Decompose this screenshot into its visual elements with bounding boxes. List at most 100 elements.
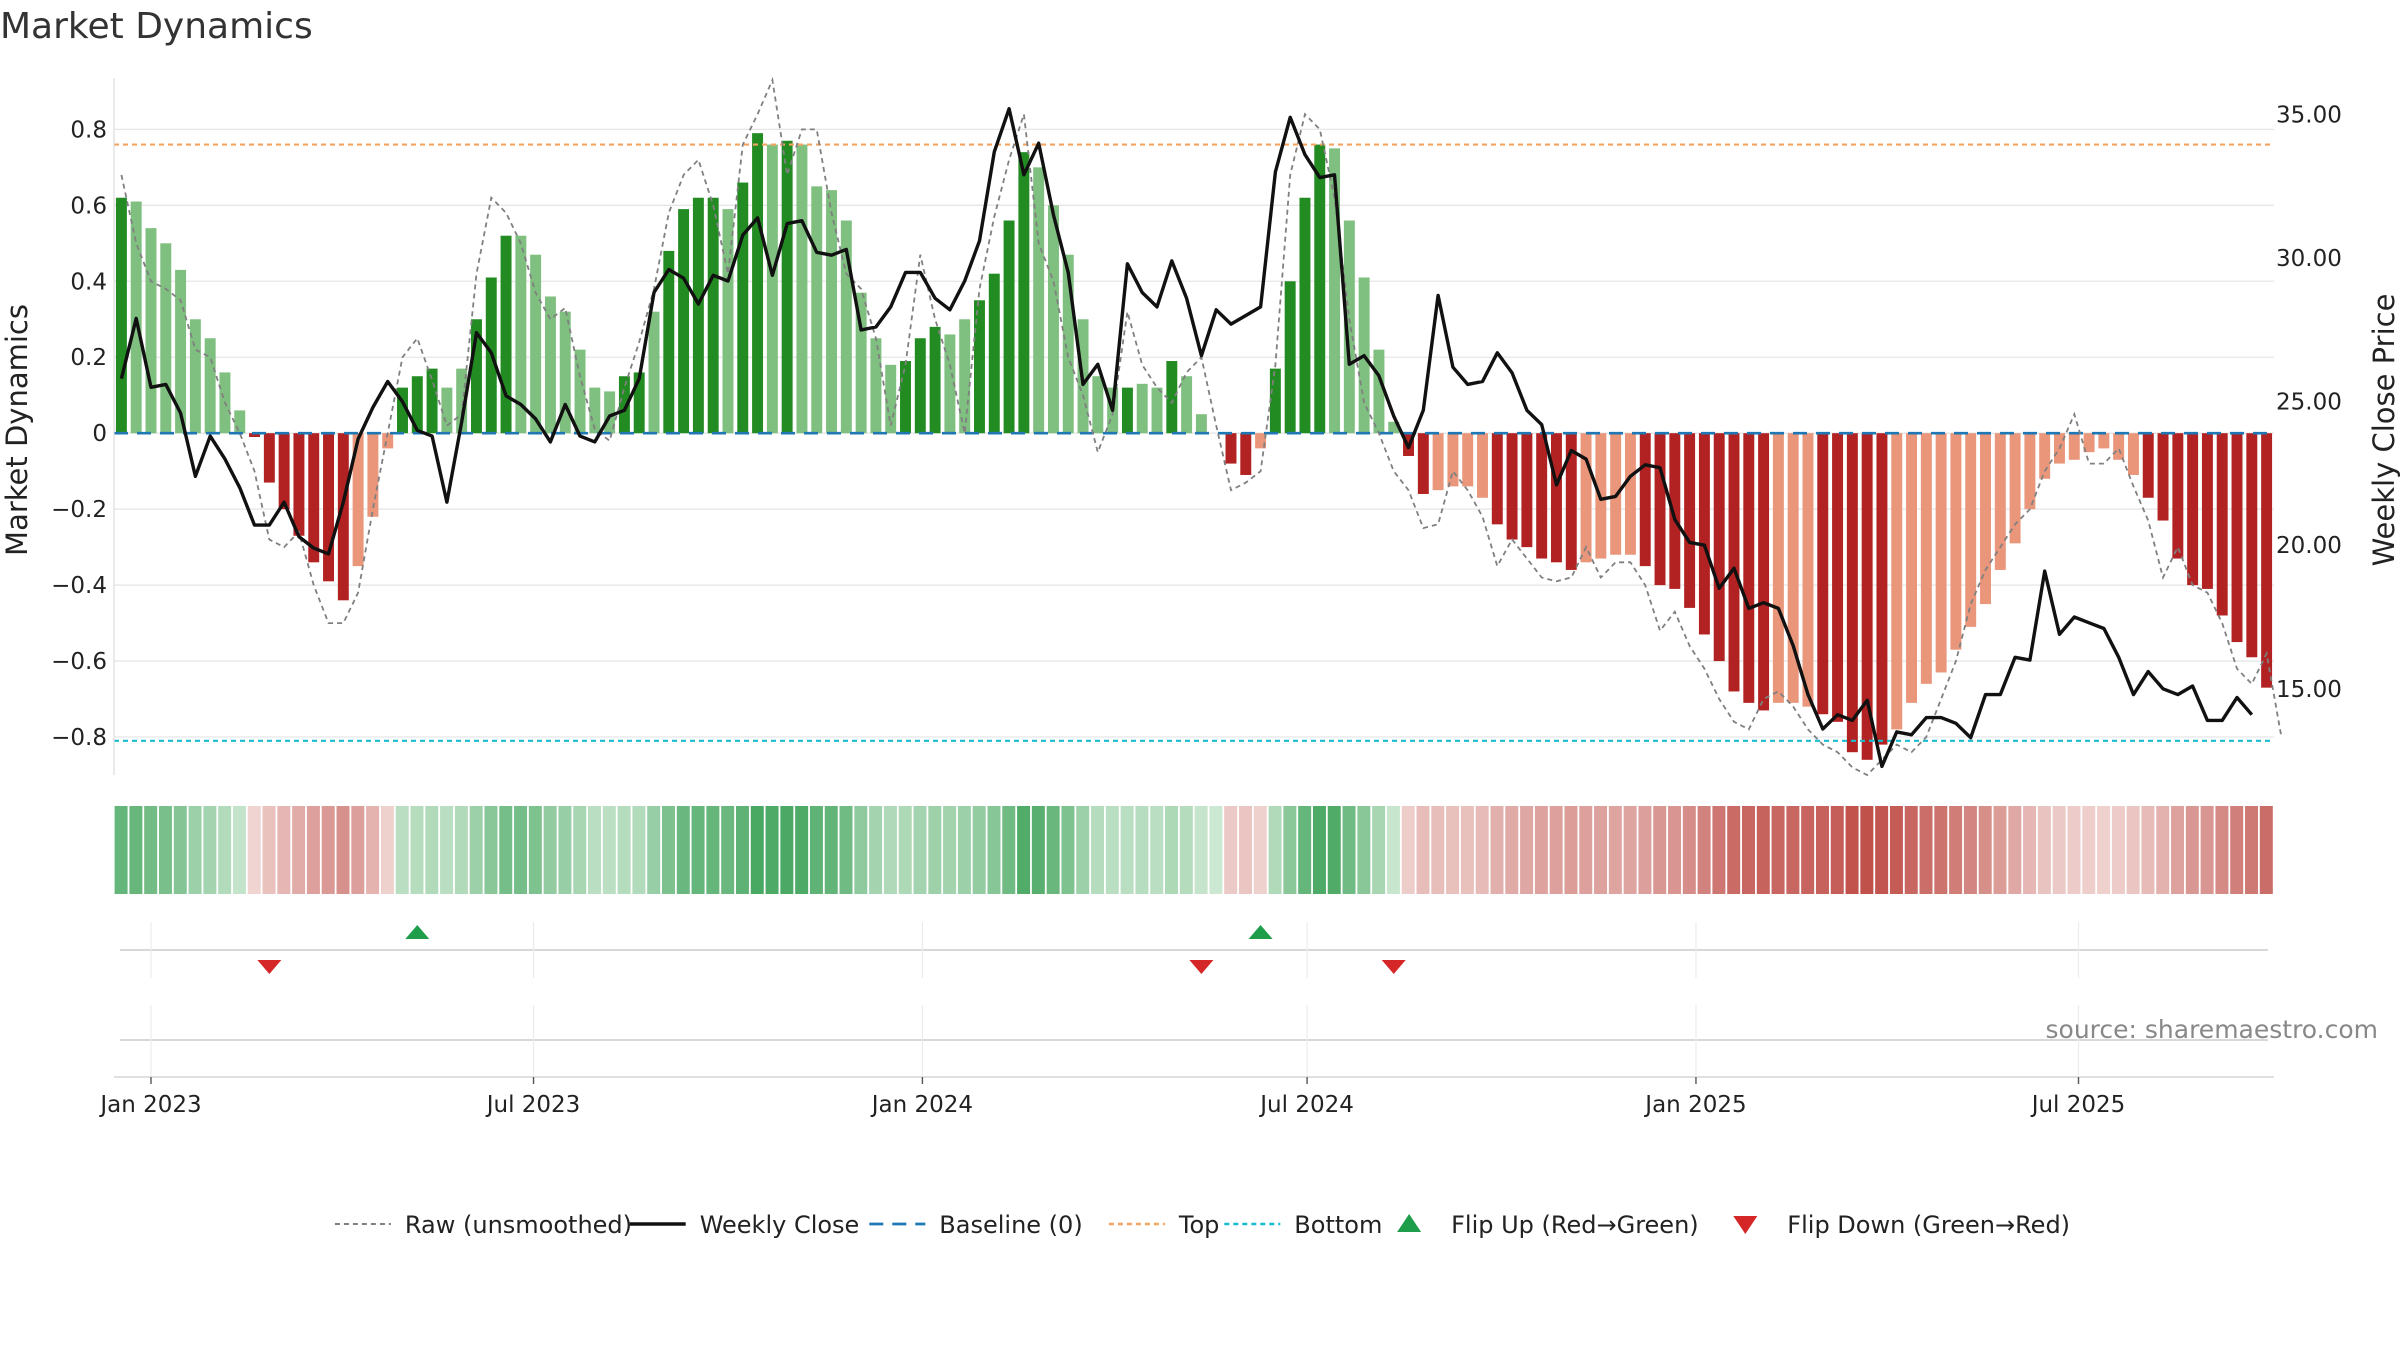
legend-swatch-flip-down [1733,1216,1758,1234]
dynamics-bar [2098,433,2110,449]
dynamics-bar [1491,433,1503,525]
dynamics-bar [1580,433,1592,563]
legend-item: Raw (unsmoothed) [334,1211,632,1239]
dynamics-bar [2039,433,2051,479]
heat-strip-cell [395,806,409,894]
dynamics-bar [1018,152,1030,434]
dynamics-bar [1920,433,1932,684]
dynamics-bar [470,319,482,434]
heat-strip-cell [425,806,439,894]
heat-strip-cell [957,806,971,894]
dynamics-bar [855,292,867,434]
x-tick-label: Jul 2024 [1258,1092,1354,1118]
heat-strip-cell [1682,806,1696,894]
dynamics-bar [944,334,956,434]
left-tick-label: 0.8 [70,117,107,143]
heat-strip-cell [1253,806,1267,894]
dynamics-bar [1550,433,1562,563]
heat-strip-cell [144,806,158,894]
heat-strip-cell [1638,806,1652,894]
dynamics-bar [2024,433,2036,510]
dynamics-bar [2261,433,2273,688]
axes-layer: 0.8 0.6 0.4 0.2 0 −0.2 −0.4 −0.6 −0.8 35.00 30.00 2… [51,78,2342,775]
heat-strip-cell [351,806,365,894]
heat-strip-cell [765,806,779,894]
heat-strip-cell [1061,806,1075,894]
dynamics-bar [1181,376,1193,434]
bottom-panel [114,1005,2274,1078]
dynamics-heat-strip [114,806,2273,894]
heat-strip-cell [780,806,794,894]
heat-strip-cell [647,806,661,894]
heat-strip-cell [898,806,912,894]
dynamics-bar [441,387,453,434]
legend-label: Top [1178,1211,1220,1239]
heat-strip-cell [1031,806,1045,894]
dynamics-bar [234,410,246,434]
dynamics-bar [1536,433,1548,559]
dynamics-bar [1521,433,1533,548]
dynamics-bar [1506,433,1518,540]
dynamics-bar [2127,433,2139,475]
dynamics-bar [1906,433,1918,703]
heat-strip-cell [1150,806,1164,894]
heat-strip-cell [2185,806,2199,894]
dynamics-bar [2068,433,2080,460]
dynamics-bar [1432,433,1444,491]
flip-down-marker [257,960,282,974]
flip-down-marker [1189,960,1214,974]
dynamics-bar [1062,254,1074,434]
heat-strip-cell [1357,806,1371,894]
heat-strip-cell [528,806,542,894]
x-tick-label: Jan 2024 [870,1092,973,1118]
left-tick-label: 0.6 [70,193,107,219]
dynamics-bar [900,361,911,434]
x-axis: Jan 2023 Jul 2023 Jan 2024 Jul 2024 Jan 2025… [98,1077,2125,1118]
heat-strip-cell [2097,806,2111,894]
dynamics-bar [1802,433,1814,707]
dynamics-bar [633,372,645,434]
heat-strip-cell [277,806,291,894]
left-tick-label: −0.4 [51,573,107,599]
dynamics-bar [574,349,586,434]
heat-strip-cell [2111,806,2125,894]
dynamics-bar [308,433,320,563]
heat-strip-cell [1756,806,1770,894]
right-tick-label: 20.00 [2276,533,2342,559]
dynamics-bar [678,209,690,434]
heat-strip-cell [158,806,172,894]
legend-item: Flip Up (Red→Green) [1397,1211,1699,1239]
legend-label: Weekly Close [700,1211,860,1239]
dynamics-bar [781,140,793,434]
dynamics-bar [2009,433,2021,544]
weekly-close-line [119,106,2254,769]
heat-strip-cell [721,806,735,894]
heat-strip-cell [617,806,631,894]
dynamics-bar [885,364,897,434]
dynamics-bar [1684,433,1696,608]
heat-strip-cell [1564,806,1578,894]
dynamics-bar [1639,433,1651,567]
legend-item: Top [1108,1211,1220,1239]
left-tick-label: 0 [92,421,107,447]
x-tick-label: Jan 2023 [98,1092,201,1118]
heat-strip-cell [2230,806,2244,894]
heat-strip-cell [558,806,572,894]
dynamics-bar [278,433,290,510]
dynamics-bar [1980,433,1991,605]
heat-strip-cell [913,806,927,894]
right-tick-label: 35.00 [2276,102,2342,128]
dynamics-bar [189,319,201,434]
heat-strip-cell [499,806,513,894]
heat-strip-cell [1194,806,1208,894]
heat-strip-cell [943,806,957,894]
dynamics-bar [1092,376,1104,434]
heat-strip-cell [2245,806,2259,894]
heat-strip-cell [1120,806,1134,894]
dynamics-bar [559,311,571,434]
heat-strip-cell [1771,806,1785,894]
dynamics-bar [1003,220,1015,434]
heat-strip-cell [1446,806,1460,894]
dynamics-bar [929,326,941,434]
dynamics-bar [870,338,882,434]
